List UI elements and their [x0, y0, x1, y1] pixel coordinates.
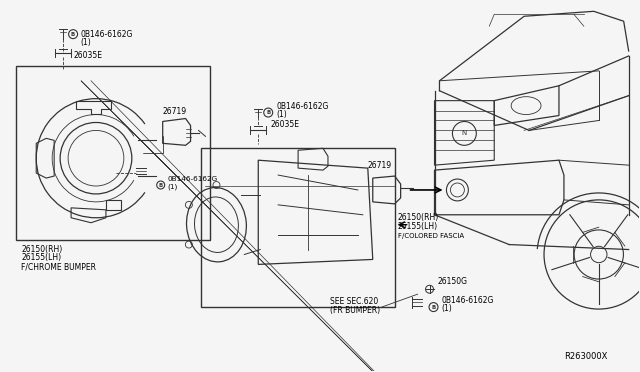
Text: 0B146-6162G: 0B146-6162G	[276, 102, 328, 110]
Text: R263000X: R263000X	[564, 352, 607, 361]
Bar	[200, 148, 395, 307]
Text: (1): (1)	[80, 38, 91, 47]
Text: B: B	[71, 32, 76, 37]
Text: F/CHROME BUMPER: F/CHROME BUMPER	[21, 262, 96, 271]
Text: 0B146-6162G: 0B146-6162G	[442, 296, 494, 305]
Text: 26035E: 26035E	[270, 121, 300, 129]
Text: 26719: 26719	[163, 106, 187, 116]
Text: 0B146-6162G: 0B146-6162G	[168, 176, 218, 182]
Text: 26035E: 26035E	[73, 51, 102, 60]
Text: 26150(RH): 26150(RH)	[397, 213, 439, 222]
Text: (FR BUMPER): (FR BUMPER)	[330, 306, 380, 315]
Text: F/COLORED FASCIA: F/COLORED FASCIA	[397, 232, 464, 238]
Text: B: B	[266, 110, 270, 115]
Text: (1): (1)	[276, 109, 287, 119]
Text: 26155(LH): 26155(LH)	[21, 253, 61, 262]
Text: 26719: 26719	[368, 161, 392, 170]
Text: SEE SEC.620: SEE SEC.620	[330, 297, 378, 306]
Text: 26150G: 26150G	[438, 277, 467, 286]
Text: (1): (1)	[168, 184, 178, 190]
Text: 0B146-6162G: 0B146-6162G	[80, 30, 132, 39]
Text: N: N	[461, 131, 467, 137]
Text: (1): (1)	[442, 304, 452, 313]
Text: 26155(LH): 26155(LH)	[397, 222, 438, 231]
Text: B: B	[431, 305, 436, 310]
Text: B: B	[159, 183, 163, 187]
Text: 26150(RH): 26150(RH)	[21, 244, 63, 253]
Bar	[17, 66, 211, 240]
